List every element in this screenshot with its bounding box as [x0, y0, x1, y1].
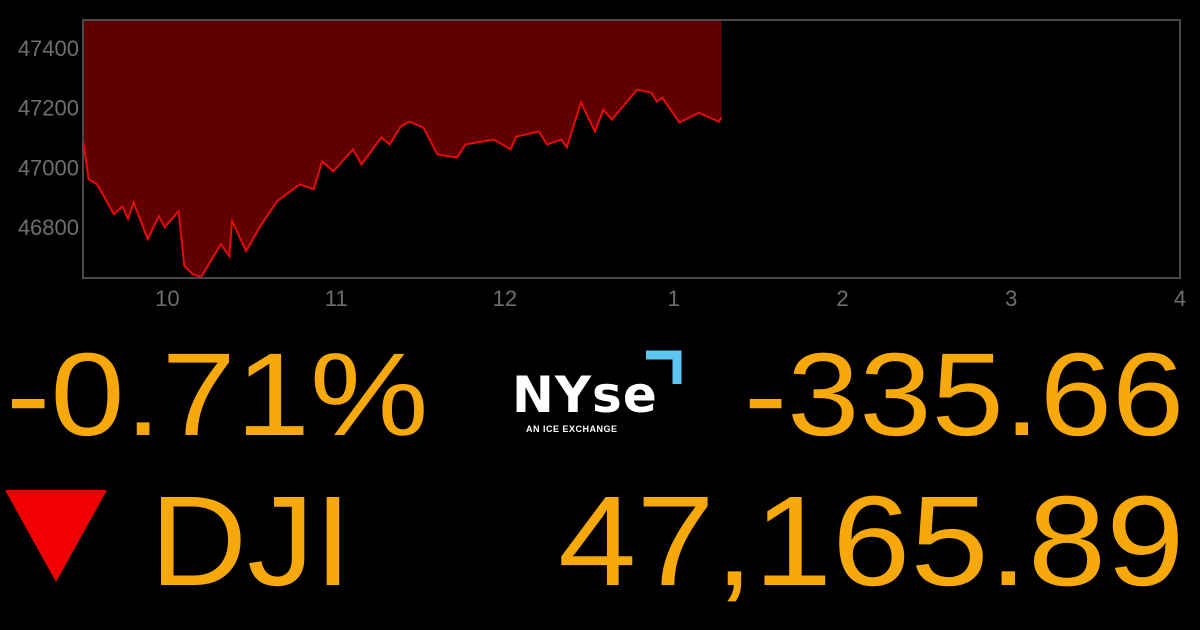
y-tick-label: 47200: [18, 96, 79, 121]
x-tick-label: 4: [1174, 286, 1186, 311]
x-tick-label: 12: [493, 286, 517, 311]
x-tick-label: 1: [668, 286, 680, 311]
percent-change: -0.71%: [6, 329, 429, 461]
nyse-logo: NYse AN ICE EXCHANGE: [510, 348, 690, 438]
y-tick-label: 47400: [18, 36, 79, 61]
y-tick-label: 46800: [18, 215, 79, 240]
x-tick-label: 11: [325, 286, 348, 311]
down-triangle-icon: [5, 490, 107, 582]
logo-tagline: AN ICE EXCHANGE: [526, 424, 618, 434]
x-tick-label: 10: [155, 286, 179, 311]
index-price: 47,165.89: [557, 470, 1184, 613]
x-tick-label: 2: [836, 286, 848, 311]
logo-corner-mark-icon: [646, 350, 682, 384]
x-tick-label: 3: [1005, 286, 1017, 311]
y-tick-label: 47000: [18, 155, 79, 180]
plot-frame: [82, 19, 1181, 279]
series-line: [82, 88, 723, 279]
area-fill: [83, 20, 722, 278]
logo-word: NYse: [512, 366, 658, 424]
ticker-symbol: DJI: [150, 470, 352, 613]
point-change: -335.66: [743, 329, 1184, 461]
